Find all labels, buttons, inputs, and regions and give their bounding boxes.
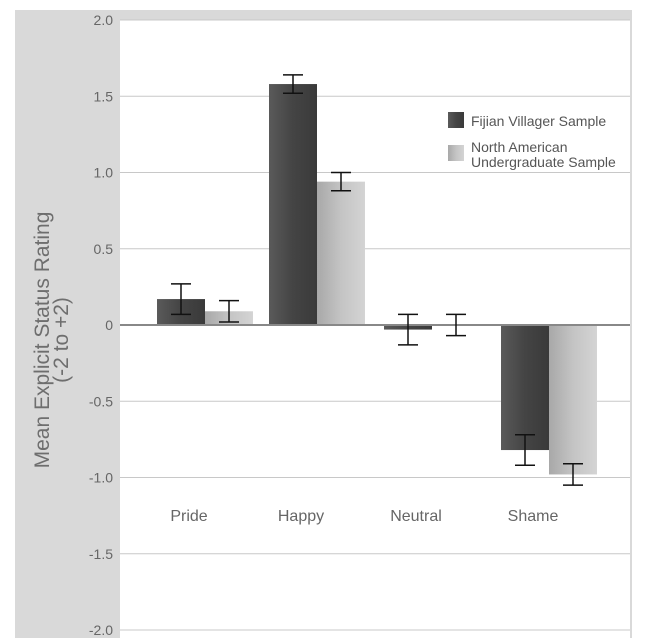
bar-fijian-shame: [501, 325, 549, 451]
error-bars: [171, 74, 583, 486]
y-tick-label: -1.5: [89, 546, 113, 562]
legend-swatch-fijian: [448, 112, 464, 128]
y-axis-sublabel: (-2 to +2): [50, 297, 73, 383]
y-tick-label: -2.0: [89, 622, 113, 638]
y-tick-label: 0: [105, 317, 113, 333]
bar-north-american-shame: [549, 325, 597, 475]
y-tick-label: 2.0: [94, 12, 114, 28]
x-axis-labels: Pride Happy Neutral Shame: [170, 508, 558, 525]
y-tick-label: 1.5: [94, 88, 114, 104]
x-tick-label-happy: Happy: [278, 508, 324, 525]
legend-label-north-american-line-1: North American: [471, 139, 567, 155]
y-tick-label: 0.5: [94, 241, 114, 257]
y-tick-label: -1.0: [89, 470, 113, 486]
bar-north-american-happy: [317, 181, 365, 325]
legend-label-north-american-line-2: Undergraduate Sample: [471, 154, 616, 170]
y-axis-label: Mean Explicit Status Rating: [31, 212, 54, 469]
y-axis-ticks: 2.0 1.5 1.0 0.5 0 -0.5 -1.0 -1.5 -2.0: [89, 12, 113, 638]
gridlines: [120, 19, 630, 631]
y-tick-label: 1.0: [94, 165, 114, 181]
legend-swatch-north-american: [448, 145, 464, 161]
y-tick-label: -0.5: [89, 393, 113, 409]
bar-fijian-happy: [269, 84, 317, 325]
legend-label-fijian: Fijian Villager Sample: [471, 113, 606, 129]
x-tick-label-neutral: Neutral: [390, 508, 442, 525]
x-tick-label-shame: Shame: [508, 508, 559, 525]
x-tick-label-pride: Pride: [170, 508, 207, 525]
legend: Fijian Villager Sample North American Un…: [448, 112, 616, 170]
